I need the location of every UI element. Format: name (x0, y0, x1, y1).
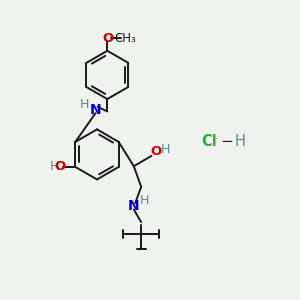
Text: O: O (150, 145, 161, 158)
Text: O: O (102, 32, 113, 45)
Text: H: H (140, 194, 149, 207)
Text: N: N (90, 103, 101, 117)
Text: CH₃: CH₃ (115, 32, 136, 45)
Text: H: H (161, 143, 170, 156)
Text: N: N (128, 199, 140, 213)
Text: O: O (54, 160, 66, 173)
Text: Cl: Cl (201, 134, 217, 149)
Text: H: H (80, 98, 89, 111)
Text: H: H (234, 134, 245, 149)
Text: H: H (50, 160, 59, 173)
Text: −: − (221, 134, 233, 149)
